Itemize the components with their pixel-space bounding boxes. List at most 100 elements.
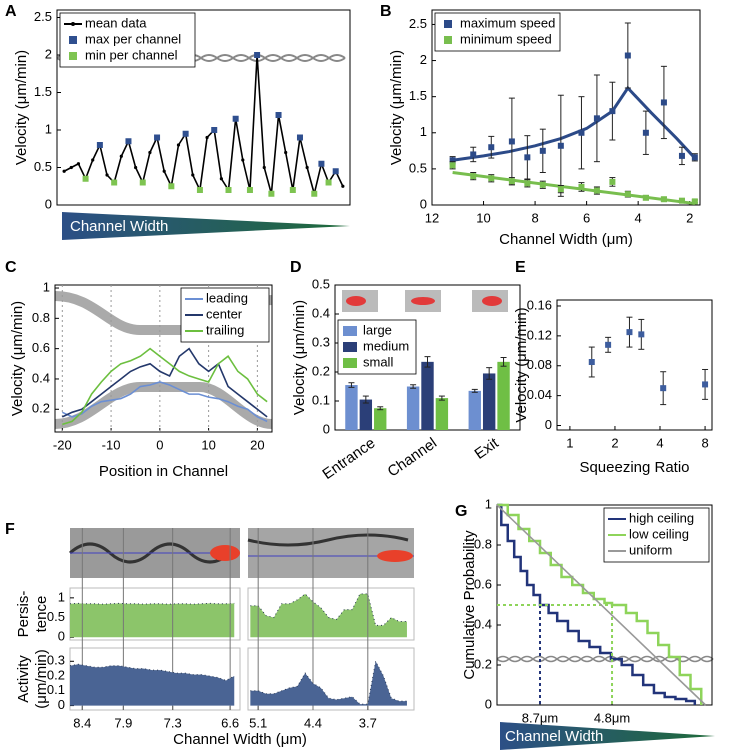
point bbox=[241, 158, 245, 162]
y-axis-label: Persis- bbox=[15, 591, 32, 638]
point bbox=[191, 173, 195, 177]
point bbox=[557, 142, 564, 149]
point bbox=[311, 190, 318, 197]
point bbox=[691, 198, 698, 205]
y-tick-label: 0.8 bbox=[474, 536, 492, 551]
point bbox=[196, 187, 203, 193]
line bbox=[497, 503, 697, 705]
point bbox=[539, 147, 546, 154]
point bbox=[341, 184, 345, 188]
x-tick-label: 1 bbox=[566, 435, 573, 450]
x-tick-label: 4 bbox=[635, 210, 642, 225]
point bbox=[624, 191, 631, 198]
point bbox=[593, 115, 600, 122]
x-tick-label: 3.7 bbox=[359, 715, 377, 730]
legend-label: leading bbox=[206, 290, 248, 305]
area-fill bbox=[250, 661, 407, 706]
point bbox=[69, 165, 73, 170]
y-tick-label: 1.5 bbox=[409, 88, 427, 103]
legend-label: center bbox=[206, 306, 243, 321]
y-tick-label: 0.2 bbox=[47, 667, 65, 682]
point bbox=[168, 183, 175, 190]
x-tick-label: Exit bbox=[471, 434, 502, 463]
x-tick-label: 2 bbox=[686, 210, 693, 225]
legend-label: low ceiling bbox=[629, 526, 689, 541]
x-tick-label: 20 bbox=[250, 437, 264, 452]
point bbox=[105, 173, 109, 177]
point bbox=[96, 142, 103, 148]
y-axis-label: Activity bbox=[15, 655, 32, 703]
y-tick-label: 0 bbox=[485, 696, 492, 711]
line bbox=[63, 54, 344, 194]
y-tick-label: 0 bbox=[58, 697, 65, 712]
point bbox=[284, 150, 288, 155]
point bbox=[76, 162, 81, 166]
y-axis-label: Velocity (μm/min) bbox=[513, 307, 530, 422]
point bbox=[205, 135, 209, 140]
plot-frame bbox=[556, 299, 713, 431]
point bbox=[111, 179, 118, 186]
bar bbox=[359, 399, 373, 430]
y-tick-label: 0.04 bbox=[527, 387, 552, 402]
x-tick-label: 7.9 bbox=[114, 715, 132, 730]
x-tick-label: 4.8μm bbox=[594, 710, 630, 725]
point bbox=[605, 341, 612, 348]
point bbox=[254, 52, 261, 58]
y-axis-label: (μm/min) bbox=[33, 649, 50, 708]
y-tick-label: 1 bbox=[58, 589, 65, 604]
point bbox=[588, 359, 595, 366]
point bbox=[702, 381, 709, 388]
point bbox=[678, 197, 685, 204]
panel-label: F bbox=[5, 521, 15, 538]
legend-box bbox=[59, 12, 196, 68]
plot-frame bbox=[247, 647, 415, 711]
point bbox=[305, 165, 309, 170]
y-tick-label: 0.16 bbox=[527, 297, 552, 312]
y-axis-label: Velocity (μm/min) bbox=[9, 301, 26, 416]
x-tick-label: 8.4 bbox=[73, 715, 91, 730]
y-tick-label: 0.3 bbox=[312, 334, 330, 349]
x-axis-label: Position in Channel bbox=[99, 463, 228, 480]
panel-label: E bbox=[515, 259, 526, 276]
legend-label: min per channel bbox=[85, 47, 178, 62]
point bbox=[139, 179, 146, 186]
y-tick-label: 1.5 bbox=[34, 84, 52, 99]
x-tick-label: 8 bbox=[701, 435, 708, 450]
y-tick-label: 0.5 bbox=[312, 276, 330, 291]
y-tick-label: 0.4 bbox=[32, 370, 50, 385]
legend-swatch bbox=[69, 36, 77, 44]
y-tick-label: 0 bbox=[58, 629, 65, 644]
bar bbox=[468, 390, 481, 430]
point bbox=[275, 112, 282, 118]
y-tick-label: 0.5 bbox=[409, 160, 427, 175]
area-fill bbox=[250, 593, 407, 638]
x-tick-label: 7.3 bbox=[164, 715, 182, 730]
cell bbox=[482, 296, 502, 306]
x-tick-label: 10 bbox=[201, 437, 215, 452]
point bbox=[289, 187, 296, 193]
bar bbox=[482, 373, 496, 430]
y-tick-label: 0 bbox=[45, 196, 52, 211]
legend-swatch bbox=[343, 326, 357, 336]
y-tick-label: 0.12 bbox=[527, 327, 552, 342]
y-tick-label: 0.1 bbox=[312, 392, 330, 407]
area-line bbox=[69, 602, 235, 605]
point bbox=[524, 154, 531, 161]
x-tick-label: 8 bbox=[531, 210, 538, 225]
channel-wall bbox=[247, 533, 409, 547]
point bbox=[232, 115, 239, 122]
point bbox=[246, 187, 253, 193]
legend-swatch bbox=[444, 36, 452, 44]
point bbox=[524, 180, 531, 187]
plot-frame bbox=[54, 284, 273, 433]
panel-label: A bbox=[5, 3, 17, 20]
point bbox=[593, 187, 600, 194]
y-tick-label: 0.5 bbox=[34, 159, 52, 174]
legend-label: mean data bbox=[85, 15, 147, 30]
point bbox=[318, 160, 325, 167]
cell-images bbox=[342, 290, 508, 312]
legend-label: trailing bbox=[206, 322, 244, 337]
y-axis-label: tence bbox=[33, 596, 50, 633]
y-axis-label: Cumulative Probability bbox=[461, 530, 478, 680]
